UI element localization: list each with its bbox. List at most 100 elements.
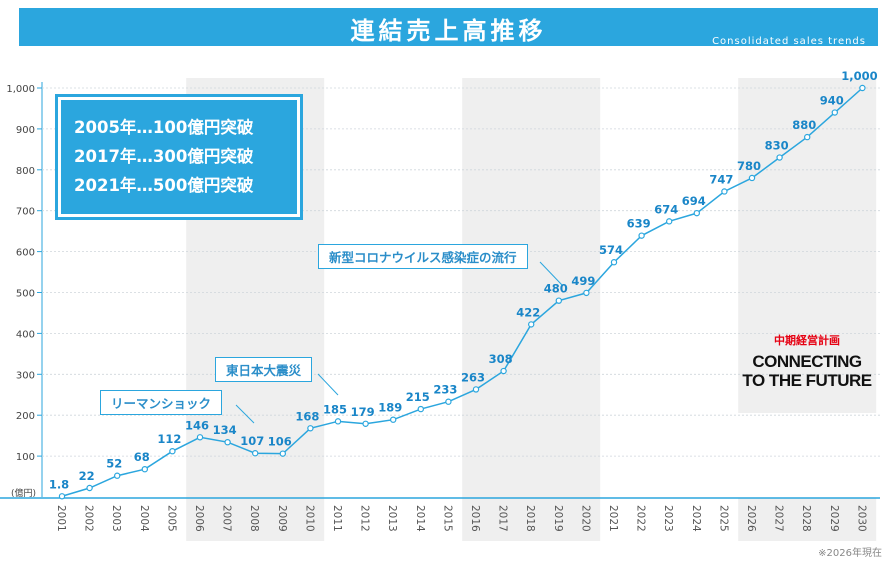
x-tick-label: 2027 <box>773 505 785 532</box>
data-point <box>86 484 93 492</box>
data-label: 233 <box>433 383 457 397</box>
y-unit-label: (億円) <box>11 487 36 499</box>
x-tick-label: 2013 <box>386 505 398 532</box>
data-point <box>666 218 673 225</box>
x-tick-label: 2014 <box>414 505 426 532</box>
x-tick-label: 2009 <box>276 505 288 532</box>
shaded-period-axis-2 <box>738 498 877 541</box>
y-tick-label: 100 <box>16 452 35 463</box>
x-tick-label: 2005 <box>165 505 177 532</box>
x-tick-label: 2012 <box>359 505 371 532</box>
data-point <box>610 259 618 266</box>
data-point <box>748 174 756 182</box>
x-tick-label: 2004 <box>138 505 150 532</box>
data-point <box>141 465 148 473</box>
data-point <box>555 297 563 304</box>
data-label: 940 <box>820 94 844 108</box>
data-label: 179 <box>351 405 375 419</box>
x-tick-label: 2019 <box>552 505 564 532</box>
data-point <box>500 367 507 375</box>
callout-pointer-lehman <box>235 404 255 424</box>
milestone-2005: 2005年…100億円突破 <box>74 118 254 137</box>
x-tick-label: 2029 <box>828 505 840 532</box>
data-label: 480 <box>544 282 568 296</box>
y-tick-label: 1,000 <box>6 84 35 95</box>
data-point <box>528 321 535 328</box>
callout-pointer-corona <box>539 261 563 286</box>
x-tick-label: 2023 <box>662 505 674 532</box>
x-tick-label: 2016 <box>469 505 481 532</box>
data-point <box>58 493 66 500</box>
data-point <box>472 386 480 393</box>
data-label: 263 <box>461 370 485 384</box>
data-label: 499 <box>571 274 595 288</box>
data-label: 1,000 <box>841 69 877 83</box>
data-point <box>804 133 811 141</box>
y-tick-label: 300 <box>16 370 35 381</box>
data-label: 52 <box>106 457 122 471</box>
data-label: 107 <box>240 434 264 448</box>
data-point <box>638 232 645 239</box>
x-tick-label: 2011 <box>331 505 343 532</box>
data-label: 308 <box>489 352 513 366</box>
callout-coronavirus: 新型コロナウイルス感染症の流行 <box>318 244 528 269</box>
data-label: 694 <box>682 194 706 208</box>
data-label: 1.8 <box>49 477 69 491</box>
x-tick-label: 2006 <box>193 505 205 532</box>
data-label: 674 <box>654 202 678 216</box>
x-tick-label: 2007 <box>221 505 233 532</box>
data-label: 22 <box>79 469 95 483</box>
data-label: 168 <box>295 409 319 423</box>
data-point <box>859 84 866 92</box>
data-point <box>583 289 590 297</box>
x-tick-label: 2024 <box>690 505 702 532</box>
x-tick-label: 2022 <box>635 505 647 532</box>
data-point <box>279 450 286 457</box>
x-tick-label: 2001 <box>55 505 67 532</box>
y-tick-label: 200 <box>16 411 35 422</box>
x-tick-label: 2003 <box>110 505 122 532</box>
data-label: 780 <box>737 159 761 173</box>
data-label: 146 <box>185 418 209 432</box>
data-point <box>390 416 397 423</box>
data-point <box>113 472 121 479</box>
x-tick-label: 2021 <box>607 505 619 532</box>
data-label: 747 <box>709 172 733 186</box>
footnote: ※2026年現在 <box>818 548 882 559</box>
x-tick-label: 2015 <box>441 505 453 532</box>
y-tick-label: 700 <box>16 207 35 218</box>
callout-earthquake: 東日本大震災 <box>215 357 313 382</box>
data-label: 189 <box>378 401 402 415</box>
data-label: 574 <box>599 243 623 257</box>
data-point <box>776 154 783 161</box>
data-label: 68 <box>134 450 150 464</box>
data-point <box>224 438 231 446</box>
x-tick-label: 2020 <box>579 505 591 532</box>
shaded-period-2 <box>738 78 877 413</box>
data-point <box>721 188 728 195</box>
data-label: 112 <box>157 432 181 446</box>
y-tick-label: 900 <box>16 125 35 136</box>
x-tick-label: 2008 <box>248 505 260 532</box>
data-point <box>334 418 342 425</box>
data-label: 422 <box>516 305 540 319</box>
data-point <box>831 109 839 116</box>
data-point <box>445 398 452 405</box>
data-label: 134 <box>213 423 237 437</box>
title-banner: 連結売上高推移 Consolidated sales trends <box>19 8 878 47</box>
callout-pointer-earthquake <box>317 373 339 396</box>
plan-label: 中期経営計画 <box>774 334 840 347</box>
plan-slogan: CONNECTING TO THE FUTURE <box>737 352 877 390</box>
x-tick-label: 2030 <box>855 505 867 532</box>
y-tick-label: 800 <box>16 166 35 177</box>
milestone-2021: 2021年…500億円突破 <box>74 176 254 195</box>
data-point <box>362 420 369 427</box>
y-tick-label: 600 <box>16 248 35 259</box>
callout-lehman-shock: リーマンショック <box>100 390 223 415</box>
y-tick-label: 400 <box>16 329 35 340</box>
data-label: 215 <box>406 390 430 404</box>
y-tick-label: 500 <box>16 289 35 300</box>
slogan-line-2: TO THE FUTURE <box>742 371 872 390</box>
data-label: 830 <box>765 139 789 153</box>
